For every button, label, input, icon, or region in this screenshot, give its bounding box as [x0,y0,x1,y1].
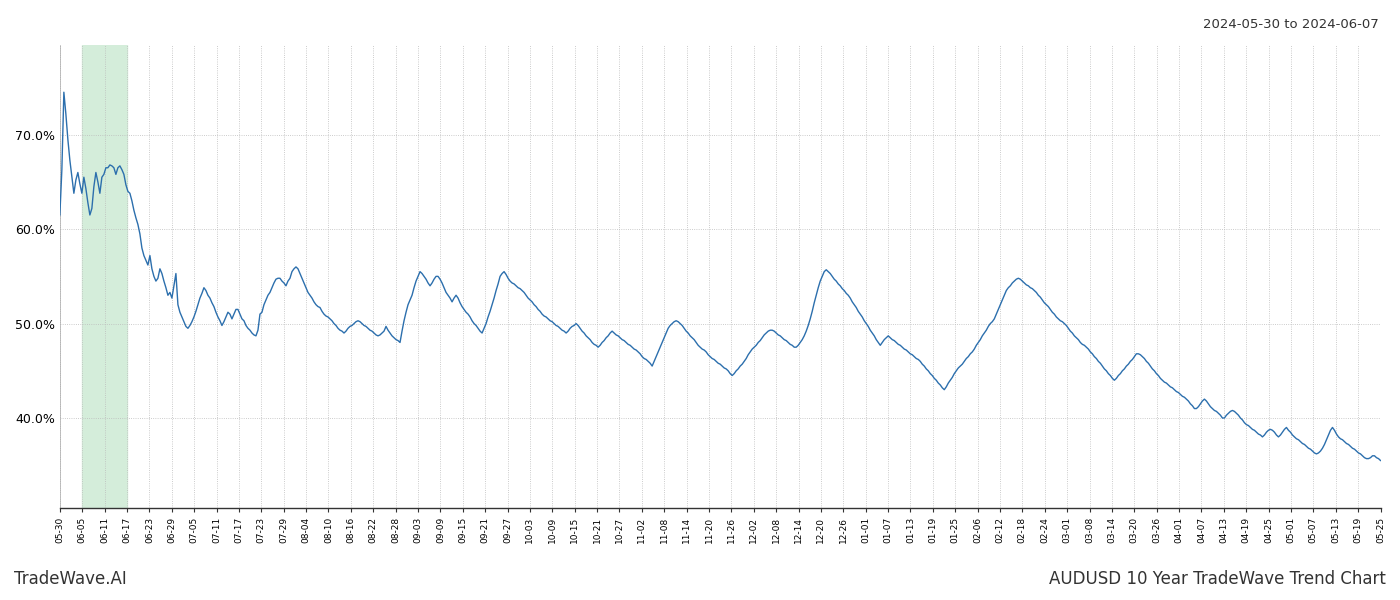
Text: TradeWave.AI: TradeWave.AI [14,570,127,588]
Text: AUDUSD 10 Year TradeWave Trend Chart: AUDUSD 10 Year TradeWave Trend Chart [1049,570,1386,588]
Text: 2024-05-30 to 2024-06-07: 2024-05-30 to 2024-06-07 [1203,18,1379,31]
Bar [83,45,127,508]
